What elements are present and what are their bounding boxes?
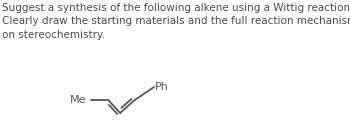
Text: Ph: Ph (155, 82, 169, 92)
Text: Me: Me (70, 95, 87, 105)
Text: Suggest a synthesis of the following alkene using a Wittig reaction strategy.
Cl: Suggest a synthesis of the following alk… (2, 3, 350, 40)
